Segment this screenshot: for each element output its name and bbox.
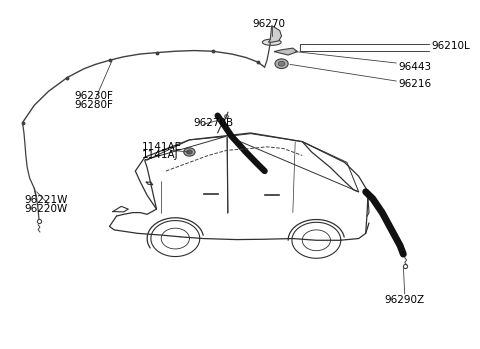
- Text: 96290Z: 96290Z: [384, 295, 425, 305]
- Text: 96280F: 96280F: [74, 100, 113, 110]
- Circle shape: [275, 59, 288, 68]
- Text: 1141AJ: 1141AJ: [142, 150, 178, 161]
- Text: 1141AE: 1141AE: [142, 142, 181, 152]
- Text: 96230F: 96230F: [74, 90, 113, 101]
- Circle shape: [184, 148, 195, 156]
- Text: 96220W: 96220W: [24, 204, 67, 214]
- Text: 96221W: 96221W: [24, 195, 67, 206]
- Text: 96443: 96443: [398, 62, 432, 72]
- Polygon shape: [274, 48, 298, 55]
- Ellipse shape: [262, 39, 281, 45]
- Circle shape: [187, 150, 192, 154]
- Text: 96216: 96216: [398, 79, 432, 89]
- Circle shape: [278, 61, 285, 66]
- Polygon shape: [268, 25, 282, 42]
- Text: 96210L: 96210L: [432, 41, 470, 51]
- Text: 96270B: 96270B: [193, 118, 233, 128]
- Text: 96270: 96270: [253, 19, 286, 29]
